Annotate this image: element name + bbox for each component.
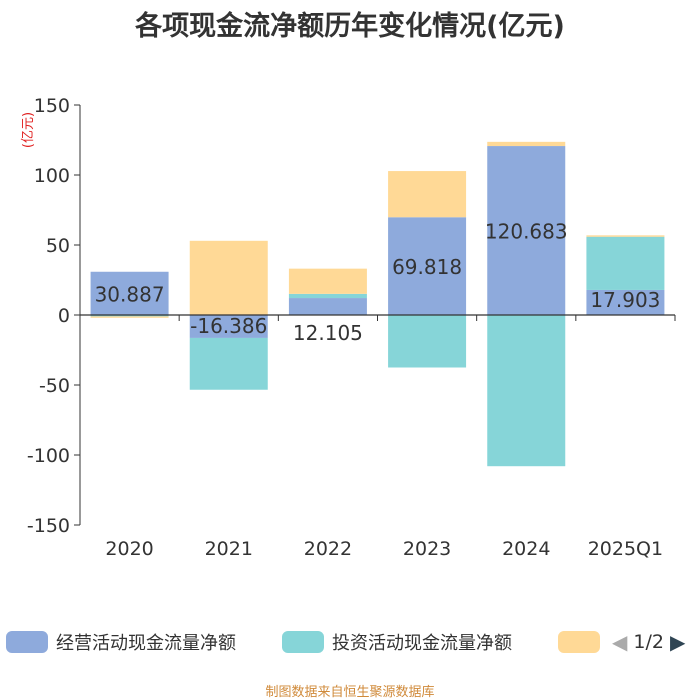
chart-plot: 150 100 50 0 -50 -100 -150 (亿元) 2020 2021 2022 2023… [21,95,676,560]
source-note: 制图数据来自恒生聚源数据库 [265,685,435,700]
bar-investing[interactable] [288,293,367,299]
data-label: 12.105 [293,321,363,345]
y-tick-label: 50 [46,235,70,257]
bar-financing[interactable] [189,240,268,315]
y-tick-label: 100 [34,165,70,187]
legend-item-operating[interactable]: 经营活动现金流量净额 [6,630,236,654]
x-tick-label: 2022 [304,538,352,560]
y-tick-label: 150 [34,95,70,117]
bar-investing[interactable] [586,236,665,290]
bar-financing[interactable] [288,268,367,294]
x-tick-label: 2020 [105,538,153,560]
y-tick-label: -150 [27,515,70,537]
legend-label-investing: 投资活动现金流量净额 [332,633,512,654]
y-tick-label: 0 [58,305,70,327]
bar-operating[interactable] [388,217,467,315]
bar-financing[interactable] [388,171,467,218]
data-label: 17.903 [590,288,660,312]
data-label: -16.386 [190,314,267,338]
x-tick-label: 2021 [205,538,253,560]
chart-title: 各项现金流净额历年变化情况(亿元) [135,11,565,42]
x-tick-label: 2025Q1 [588,538,663,560]
legend-page-indicator: 1/2 [633,631,664,653]
y-tick-label: -100 [27,445,70,467]
bar-financing[interactable] [586,235,665,237]
data-label: 30.887 [95,282,165,306]
bar-operating[interactable] [288,298,367,315]
x-tick-label: 2023 [403,538,451,560]
y-axis-title: (亿元) [21,112,36,148]
bar-financing[interactable] [90,316,169,318]
data-label: 69.818 [392,255,462,279]
legend-label-operating: 经营活动现金流量净额 [56,633,236,654]
legend-swatch-investing [282,631,324,653]
legend-item-investing[interactable]: 投资活动现金流量净额 [282,630,512,654]
chevron-right-icon[interactable]: ▶ [669,630,686,654]
legend-swatch-financing [558,631,600,653]
bar-financing[interactable] [487,141,566,147]
bar-operating[interactable] [487,146,566,315]
legend: 经营活动现金流量净额 投资活动现金流量净额 ◀ 1/2 ▶ [0,624,700,660]
legend-swatch-operating [6,631,48,653]
legend-item-financing[interactable] [558,630,600,654]
y-tick-label: -50 [39,375,70,397]
bar-investing[interactable] [189,337,268,390]
bar-operating[interactable] [90,271,169,315]
bar-investing[interactable] [90,315,169,317]
bar-operating[interactable] [586,289,665,315]
chevron-left-icon[interactable]: ◀ [612,630,628,654]
bar-investing[interactable] [388,315,467,368]
bar-investing[interactable] [487,315,566,467]
x-tick-label: 2024 [502,538,550,560]
data-label: 120.683 [485,220,568,244]
bar-operating[interactable] [189,315,268,338]
legend-pager: ◀ 1/2 ▶ [612,628,685,656]
